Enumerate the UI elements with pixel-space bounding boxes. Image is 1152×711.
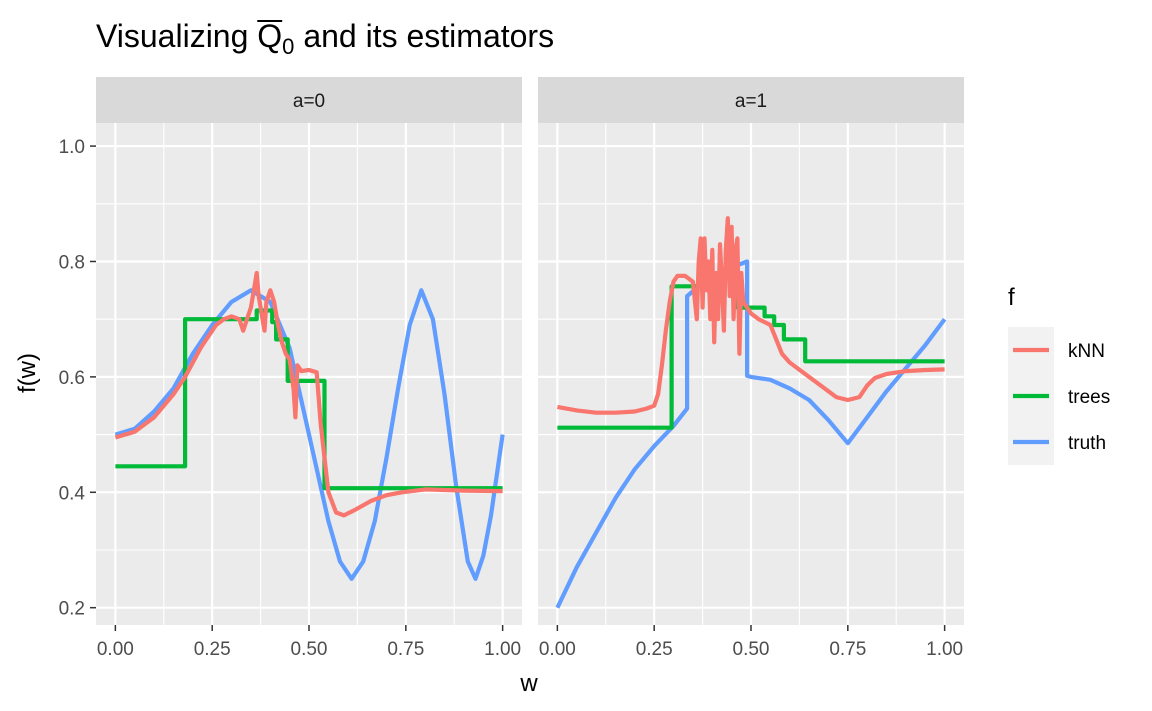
series-line-truth xyxy=(555,259,947,609)
x-tick-label: 1.00 xyxy=(926,639,963,660)
chart-title: Visualizing Q0 and its estimators xyxy=(96,18,554,59)
facet-strip-label: a=1 xyxy=(735,91,767,112)
x-tick-label: 0.75 xyxy=(829,639,866,660)
facet-strip xyxy=(96,77,522,123)
legend-title: f xyxy=(1008,284,1015,311)
legend-label: trees xyxy=(1068,387,1110,408)
y-tick-label: 1.0 xyxy=(59,137,85,158)
panel-0: a=0 0.00 0.25 0.50 0.75 1.00 0.2 0.4 0.6 0.8 1.0 xyxy=(59,77,522,660)
x-tick-label: 0.50 xyxy=(733,639,770,660)
legend-label: kNN xyxy=(1068,341,1105,362)
facet-strip xyxy=(538,77,964,123)
series-line-trees xyxy=(557,276,945,430)
series-line-knn xyxy=(114,270,503,518)
chart-title-text: Visualizing Q0 and its estimators xyxy=(96,18,554,59)
x-axis-title: w xyxy=(519,670,538,697)
y-tick-label: 0.8 xyxy=(59,252,85,273)
x-tick-label: 0.75 xyxy=(387,639,424,660)
x-tick-label: 0.00 xyxy=(97,639,134,660)
x-tick-label: 0.50 xyxy=(291,639,328,660)
title-suffix: and its estimators xyxy=(294,18,554,54)
y-tick-label: 0.2 xyxy=(59,599,85,620)
y-axis-title: f(w) xyxy=(14,353,41,393)
x-tick-label: 0.00 xyxy=(539,639,576,660)
x-tick-label: 0.25 xyxy=(194,639,231,660)
y-tick-label: 0.6 xyxy=(59,368,85,389)
title-prefix: Visualizing xyxy=(96,18,257,54)
legend-item-truth: truth xyxy=(1008,419,1106,465)
facet-strip-label: a=0 xyxy=(293,91,325,112)
panel-1: a=1 0.00 0.25 0.50 0.75 1.00 xyxy=(538,77,964,660)
x-tick-label: 0.25 xyxy=(636,639,673,660)
series-line-knn xyxy=(557,216,945,415)
legend-item-knn: kNN xyxy=(1008,327,1105,373)
x-tick-label: 1.00 xyxy=(484,639,521,660)
title-symbol: Q xyxy=(257,18,282,54)
y-tick-label: 0.4 xyxy=(59,483,86,504)
legend-label: truth xyxy=(1068,433,1106,454)
title-subscript: 0 xyxy=(282,34,294,59)
series-line-truth xyxy=(114,288,505,581)
legend: f kNN trees truth xyxy=(1008,284,1110,465)
legend-item-trees: trees xyxy=(1008,373,1110,419)
facet-panels: a=00.00 0.25 0.50 0.75 1.000.20.40.60.81.0a=… xyxy=(59,77,964,660)
